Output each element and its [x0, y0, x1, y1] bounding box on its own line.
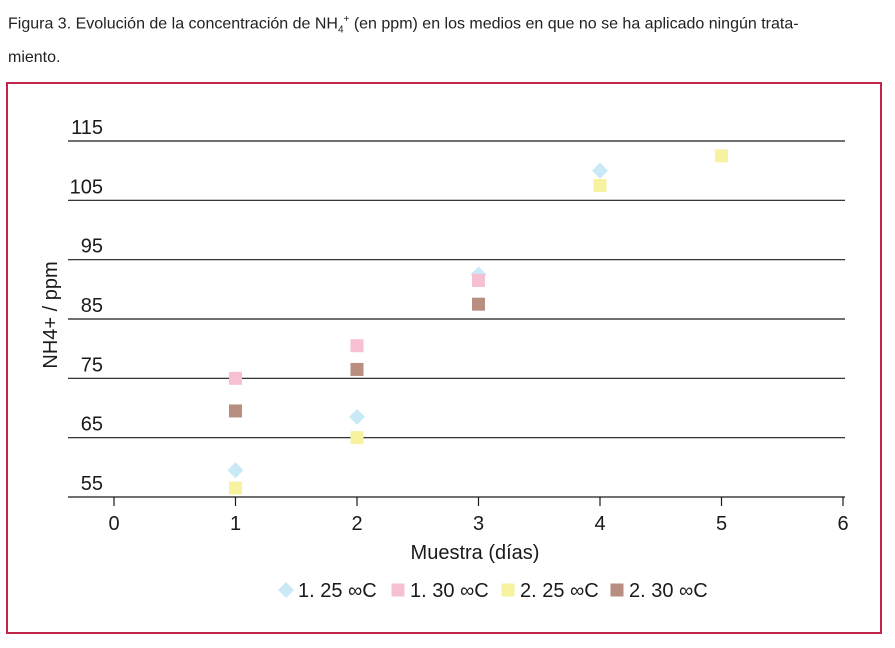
y-tick-label-115: 115	[71, 117, 103, 139]
caption-line2: miento.	[8, 48, 61, 66]
legend-item-4: 2. 30 ∞C	[610, 580, 708, 602]
data-point	[350, 431, 364, 445]
x-tick-label-3: 3	[473, 513, 484, 535]
caption-suffix: (en ppm) en los medios en que no se ha a…	[349, 15, 799, 33]
data-point	[350, 339, 364, 353]
y-tick-label-65: 65	[81, 414, 103, 436]
series-3	[229, 149, 728, 495]
legend-item-2: 1. 30 ∞C	[391, 580, 489, 602]
legend-label: 1. 25 ∞C	[298, 580, 377, 602]
legend-swatch	[501, 583, 515, 597]
data-point	[229, 404, 242, 418]
legend-label: 2. 25 ∞C	[520, 580, 599, 602]
x-tick-label-1: 1	[230, 513, 241, 535]
caption-prefix: Figura 3. Evolución de la concentración …	[8, 15, 338, 33]
series-4	[229, 297, 485, 418]
y-axis-title: NH4+ / ppm	[40, 261, 62, 368]
data-point	[472, 297, 485, 311]
legend-item-1: 1. 25 ∞C	[278, 580, 377, 602]
y-tick-label-105: 105	[70, 176, 103, 198]
caption-subscript: 4	[337, 24, 344, 36]
legend-swatch	[278, 582, 294, 598]
legend-label: 2. 30 ∞C	[629, 580, 708, 602]
caption-superscript: +	[343, 14, 350, 25]
y-tick-label-95: 95	[81, 236, 103, 258]
y-tick-label-75: 75	[81, 354, 103, 376]
data-point	[349, 408, 365, 425]
legend-item-3: 2. 25 ∞C	[501, 580, 599, 602]
y-tick-label-85: 85	[81, 295, 103, 317]
legend-swatch	[610, 583, 624, 597]
data-point	[715, 149, 728, 163]
data-point	[592, 162, 608, 179]
series-1	[227, 162, 608, 479]
x-tick-label-5: 5	[716, 513, 727, 535]
data-point	[593, 179, 607, 192]
legend-swatch	[391, 583, 405, 597]
x-tick-label-4: 4	[594, 513, 605, 535]
x-axis-title: Muestra (días)	[411, 542, 540, 564]
x-tick-label-0: 0	[108, 513, 119, 535]
chart-frame	[6, 82, 882, 634]
data-point	[229, 481, 242, 495]
figure-caption: Figura 3. Evolución de la concentración …	[8, 6, 888, 71]
data-point	[350, 362, 364, 376]
data-point	[472, 273, 485, 287]
series-2	[229, 273, 485, 385]
legend-label: 1. 30 ∞C	[410, 580, 489, 602]
x-tick-label-6: 6	[837, 513, 848, 535]
data-point	[227, 462, 244, 479]
y-tick-label-55: 55	[81, 473, 103, 495]
x-tick-label-2: 2	[351, 513, 362, 535]
data-point	[229, 371, 242, 385]
